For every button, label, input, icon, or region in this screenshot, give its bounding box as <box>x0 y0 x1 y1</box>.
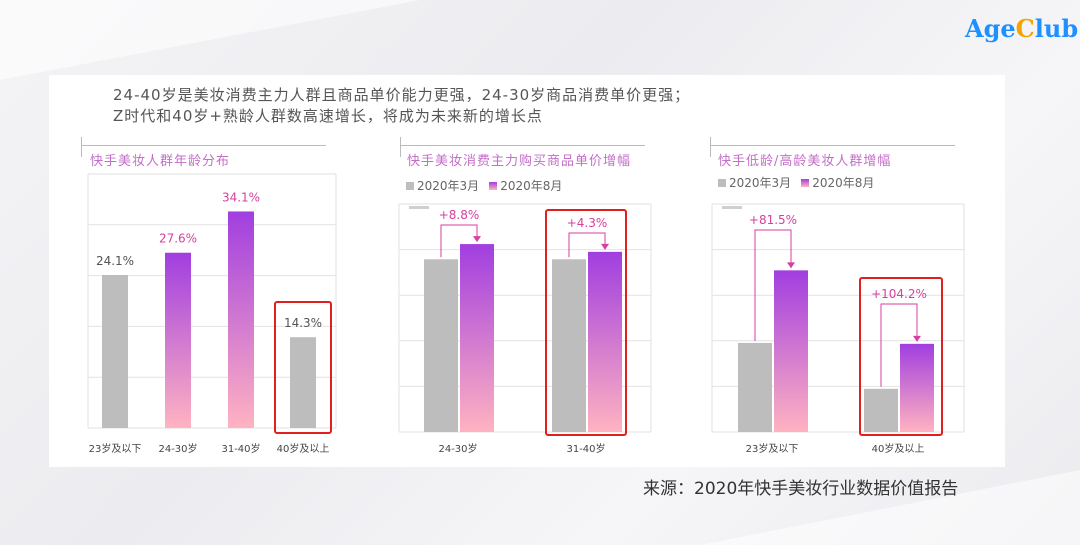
growth-connector <box>880 303 918 387</box>
highlight-box <box>859 277 943 436</box>
growth-arrow <box>601 243 609 250</box>
x-tick-label: 23岁及以下 <box>89 442 142 455</box>
growth-label: +4.3% <box>567 216 608 230</box>
source-note: 来源：2020年快手美妆行业数据价值报告 <box>643 479 959 499</box>
background-facet <box>0 0 420 80</box>
growth-label: +81.5% <box>749 213 797 227</box>
section-bracket <box>710 137 711 157</box>
growth-connector <box>568 232 606 258</box>
bar-2020年8月 <box>460 244 494 432</box>
chart-3-title: 快手低龄/高龄美妆人群增幅 <box>718 154 892 169</box>
legend-item-march: 2020年3月 <box>718 174 791 191</box>
section-bracket <box>400 145 645 146</box>
ageclub-logo: AgeClub <box>965 14 1079 43</box>
growth-label: +8.8% <box>439 208 480 222</box>
growth-connector <box>440 224 478 258</box>
growth-arrow <box>473 236 481 243</box>
data-label: 34.1% <box>222 190 260 204</box>
x-tick-label: 24-30岁 <box>438 442 477 455</box>
tiny-caption <box>409 206 429 209</box>
x-tick-label: 31-40岁 <box>221 442 260 455</box>
x-tick-label: 31-40岁 <box>566 442 605 455</box>
chart-3-legend: 2020年3月 2020年8月 <box>718 174 884 191</box>
growth-connector <box>754 229 792 341</box>
chart-2-legend: 2020年3月 2020年8月 <box>406 177 572 194</box>
bar-2020年8月 <box>774 270 808 432</box>
headline-line-2: Z时代和40岁+熟龄人群数高速增长，将成为未来新的增长点 <box>113 107 543 125</box>
data-label: 27.6% <box>159 232 197 246</box>
headline: 24-40岁是美妆消费主力人群且商品单价能力更强，24-30岁商品消费单价更强；… <box>113 85 690 127</box>
bar-2020年8月 <box>900 343 934 432</box>
chart-unit-price-growth: +8.8% 24-30岁 +4.3% 31-40岁 <box>398 203 652 455</box>
legend-item-march: 2020年3月 <box>406 177 479 194</box>
x-tick-label: 40岁及以上 <box>872 442 925 455</box>
bar-2020年8月 <box>588 251 622 432</box>
headline-line-1: 24-40岁是美妆消费主力人群且商品单价能力更强，24-30岁商品消费单价更强； <box>113 86 691 104</box>
data-label: 14.3% <box>284 316 322 330</box>
legend-item-august: 2020年8月 <box>801 174 874 191</box>
section-bracket <box>81 145 326 146</box>
growth-arrow <box>787 262 795 269</box>
chart-2-title: 快手美妆消费主力购买商品单价增幅 <box>407 154 632 169</box>
bar-2020年3月 <box>424 259 458 432</box>
section-bracket <box>81 137 82 157</box>
x-tick-label: 40岁及以上 <box>277 442 330 455</box>
chart-age-distribution: 24.1% 23岁及以下 27.6% 24-30岁 34.1% 31-40岁 14.3% 40… <box>87 173 337 455</box>
bar-40岁及以上 <box>290 337 316 428</box>
x-tick-label: 23岁及以下 <box>746 442 799 455</box>
chart-young-old-growth: +81.5% 23岁及以下 +104.2% 40岁及以上 <box>711 203 965 455</box>
bar-24-30岁 <box>165 252 191 428</box>
growth-arrow <box>913 335 921 342</box>
bar-2020年3月 <box>738 342 772 432</box>
x-tick-label: 24-30岁 <box>158 442 197 455</box>
data-label: 24.1% <box>96 254 134 268</box>
content-panel <box>49 75 1005 467</box>
bar-2020年3月 <box>552 259 586 432</box>
tiny-caption <box>722 206 742 209</box>
chart-1-title: 快手美妆人群年龄分布 <box>90 154 231 169</box>
highlight-box <box>545 209 627 436</box>
highlight-box <box>274 301 332 434</box>
bar-2020年3月 <box>864 388 898 432</box>
bar-31-40岁 <box>228 211 254 428</box>
section-bracket <box>710 145 955 146</box>
bar-23岁及以下 <box>102 274 128 428</box>
section-bracket <box>400 137 401 157</box>
growth-label: +104.2% <box>871 287 927 301</box>
legend-item-august: 2020年8月 <box>489 177 562 194</box>
